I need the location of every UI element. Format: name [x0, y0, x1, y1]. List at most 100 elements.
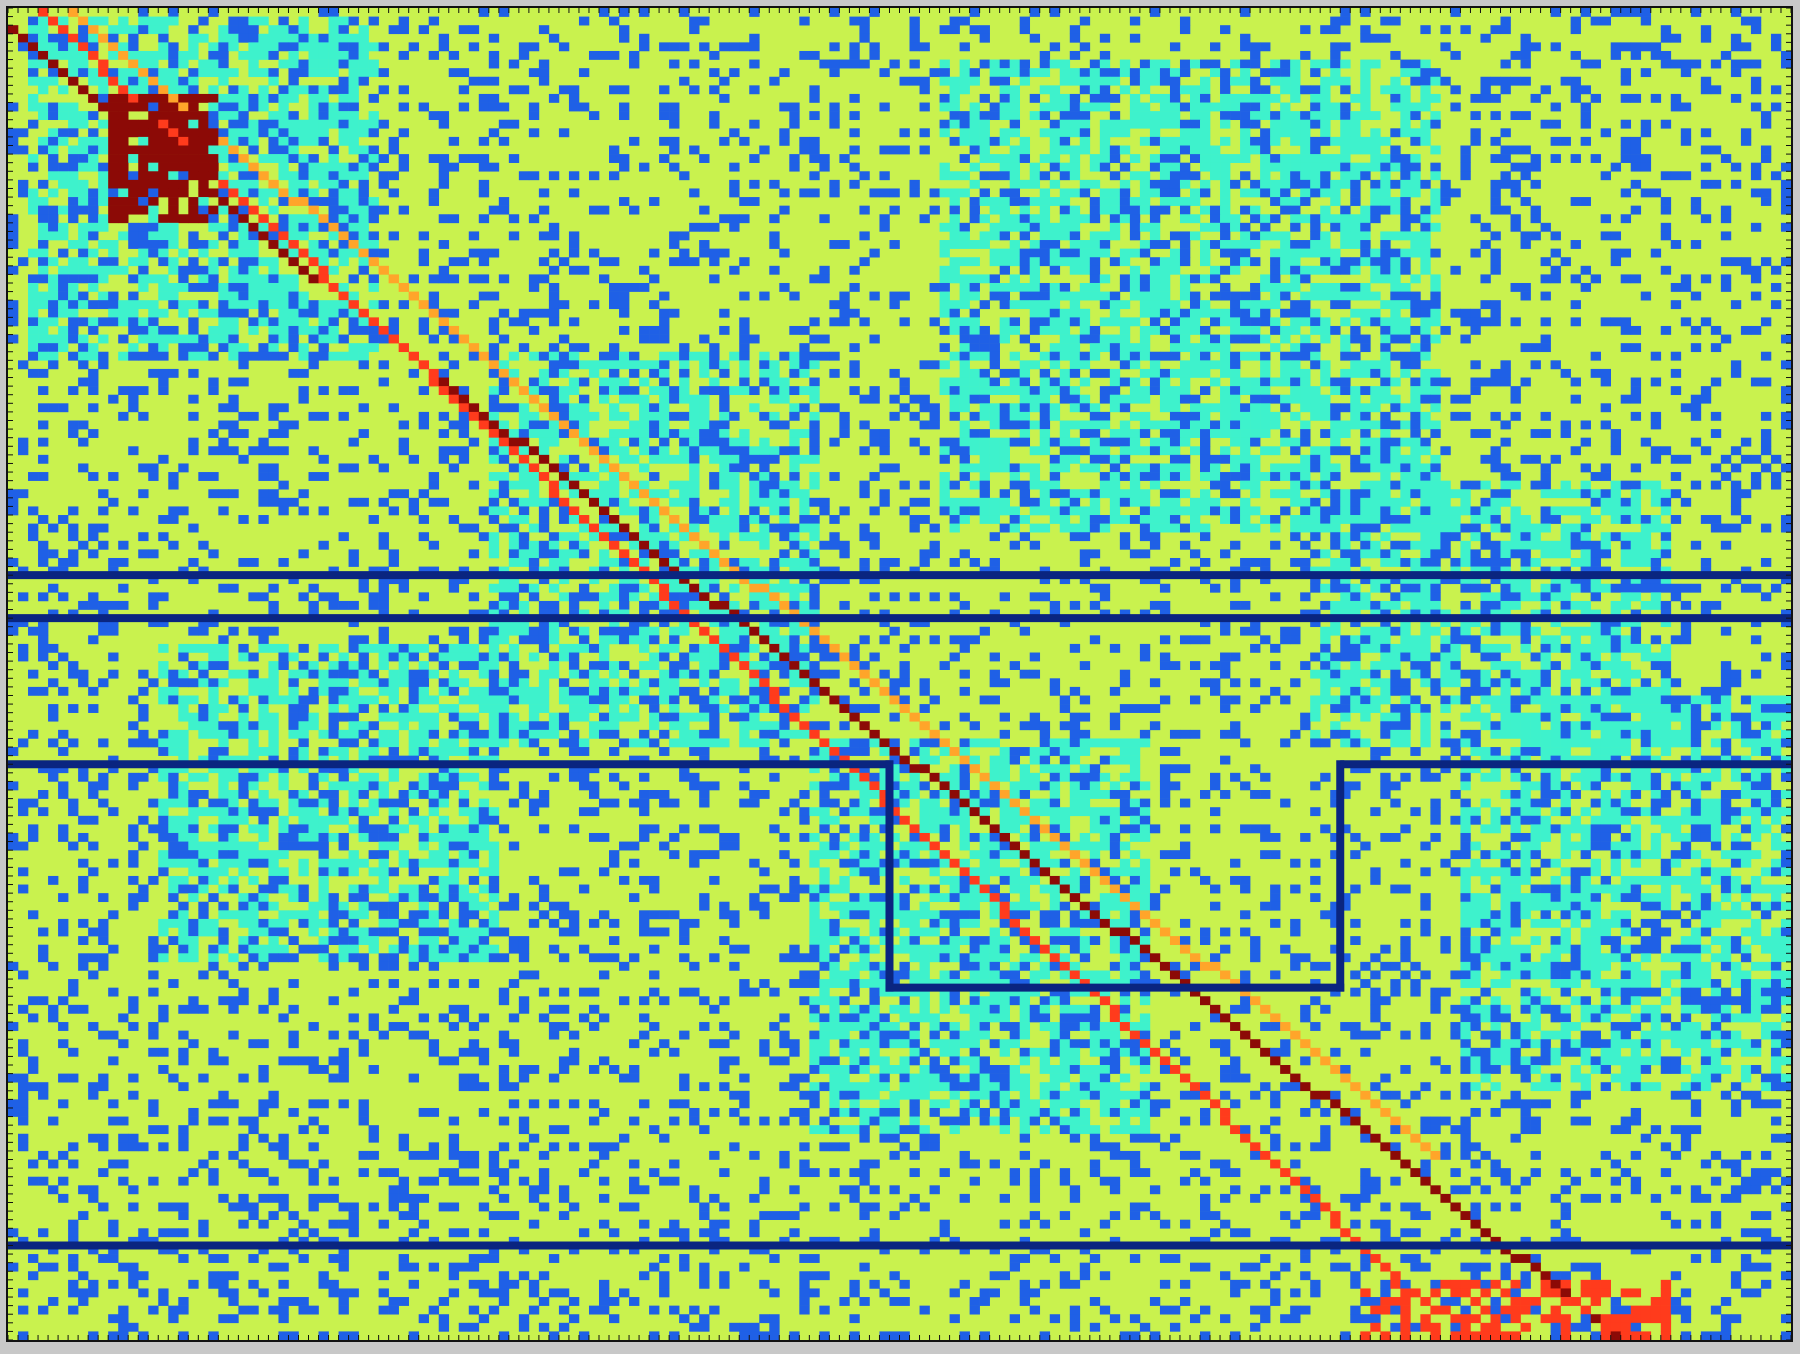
- heatmap-cell: [689, 85, 700, 95]
- heatmap-cell: [1230, 334, 1241, 344]
- heatmap-cell: [1109, 515, 1121, 524]
- heatmap-cell: [1290, 523, 1301, 533]
- heatmap-cell: [619, 532, 630, 542]
- heatmap-cell: [1019, 222, 1031, 232]
- heatmap-cell: [108, 50, 119, 60]
- heatmap-cell: [1290, 282, 1301, 292]
- heatmap-cell: [1330, 197, 1341, 206]
- heatmap-cell: [1019, 360, 1031, 370]
- heatmap-cell: [1420, 489, 1431, 499]
- heatmap-cell: [1069, 386, 1081, 396]
- heatmap-cell: [1750, 59, 1762, 69]
- heatmap-cell: [1069, 33, 1081, 43]
- heatmap-cell: [719, 463, 730, 473]
- heatmap-cell: [1390, 145, 1401, 155]
- heatmap-cell: [809, 50, 820, 60]
- heatmap-cell: [408, 42, 419, 52]
- heatmap-cell: [759, 515, 770, 524]
- heatmap-cell: [278, 197, 289, 206]
- heatmap-cell: [88, 549, 99, 559]
- heatmap-cell: [1650, 248, 1662, 258]
- heatmap-cell: [1430, 540, 1441, 550]
- heatmap-cell: [378, 377, 389, 387]
- heatmap-cell: [138, 532, 149, 542]
- heatmap-cell: [528, 68, 540, 78]
- heatmap-cell: [849, 386, 860, 396]
- heatmap-cell: [48, 154, 59, 163]
- heatmap-cell: [218, 291, 229, 301]
- heatmap-cell: [1029, 162, 1041, 172]
- heatmap-cell: [348, 136, 359, 146]
- heatmap-cell: [949, 437, 960, 447]
- heatmap-cell: [238, 128, 249, 138]
- heatmap-cell: [749, 42, 760, 52]
- heatmap-cell: [138, 351, 149, 361]
- heatmap-cell: [869, 437, 880, 447]
- heatmap-cell: [639, 377, 650, 387]
- heatmap-cell: [1079, 403, 1091, 413]
- heatmap-cell: [1069, 308, 1081, 318]
- heatmap-cell: [1099, 437, 1111, 447]
- heatmap-cell: [1220, 334, 1231, 344]
- heatmap-cell: [1059, 205, 1071, 215]
- heatmap-cell: [729, 480, 740, 490]
- heatmap-cell: [1280, 291, 1291, 301]
- heatmap-cell: [1500, 360, 1511, 370]
- heatmap-cell: [1109, 231, 1121, 241]
- heatmap-cell: [709, 360, 720, 370]
- heatmap-cell: [98, 540, 109, 550]
- heatmap-cell: [188, 25, 199, 35]
- heatmap-cell: [1109, 171, 1121, 181]
- heatmap-cell: [358, 317, 369, 327]
- heatmap-cell: [939, 222, 950, 232]
- heatmap-cell: [118, 214, 129, 224]
- heatmap-cell: [208, 377, 219, 387]
- heatmap-cell: [1350, 360, 1361, 370]
- heatmap-cell: [1089, 403, 1101, 413]
- heatmap-cell: [1530, 523, 1541, 533]
- heatmap-cell: [318, 197, 329, 206]
- heatmap-cell: [538, 386, 550, 396]
- heatmap-cell: [1330, 463, 1341, 473]
- heatmap-cell: [1350, 308, 1361, 318]
- heatmap-cell: [699, 429, 710, 438]
- heatmap-cell: [58, 325, 69, 335]
- heatmap-cell: [1370, 420, 1381, 430]
- heatmap-cell: [1420, 437, 1431, 447]
- heatmap-cell: [1500, 85, 1511, 95]
- heatmap-cell: [448, 257, 460, 267]
- heatmap-cell: [1240, 429, 1251, 438]
- heatmap-cell: [168, 119, 179, 129]
- heatmap-cell: [238, 102, 249, 112]
- heatmap-cell: [1340, 222, 1351, 232]
- heatmap-cell: [328, 16, 339, 26]
- heatmap-cell: [1039, 420, 1051, 430]
- heatmap-cell: [98, 360, 109, 370]
- heatmap-cell: [1700, 128, 1712, 138]
- heatmap-cell: [1210, 291, 1221, 301]
- heatmap-cell: [288, 317, 299, 327]
- heatmap-cell: [609, 523, 620, 533]
- heatmap-cell: [1139, 515, 1151, 524]
- heatmap-cell: [368, 197, 379, 206]
- heatmap-cell: [168, 515, 179, 524]
- heatmap-cell: [749, 515, 760, 524]
- heatmap-cell: [38, 420, 49, 430]
- heatmap-cell: [1310, 179, 1321, 189]
- heatmap-cell: [1270, 325, 1281, 335]
- heatmap-cell: [138, 93, 149, 103]
- heatmap-cell: [1600, 506, 1611, 516]
- heatmap-cell: [1200, 162, 1211, 172]
- heatmap-cell: [719, 93, 730, 103]
- heatmap-cell: [1169, 325, 1181, 335]
- heatmap-cell: [1260, 231, 1271, 241]
- heatmap-cell: [378, 334, 389, 344]
- heatmap-cell: [1280, 162, 1291, 172]
- heatmap-cell: [88, 162, 99, 172]
- heatmap-cell: [288, 50, 299, 60]
- heatmap-cell: [1700, 394, 1712, 404]
- heatmap-cell: [88, 214, 99, 224]
- heatmap-cell: [1220, 343, 1231, 353]
- heatmap-cell: [158, 377, 169, 387]
- heatmap-cell: [318, 171, 329, 181]
